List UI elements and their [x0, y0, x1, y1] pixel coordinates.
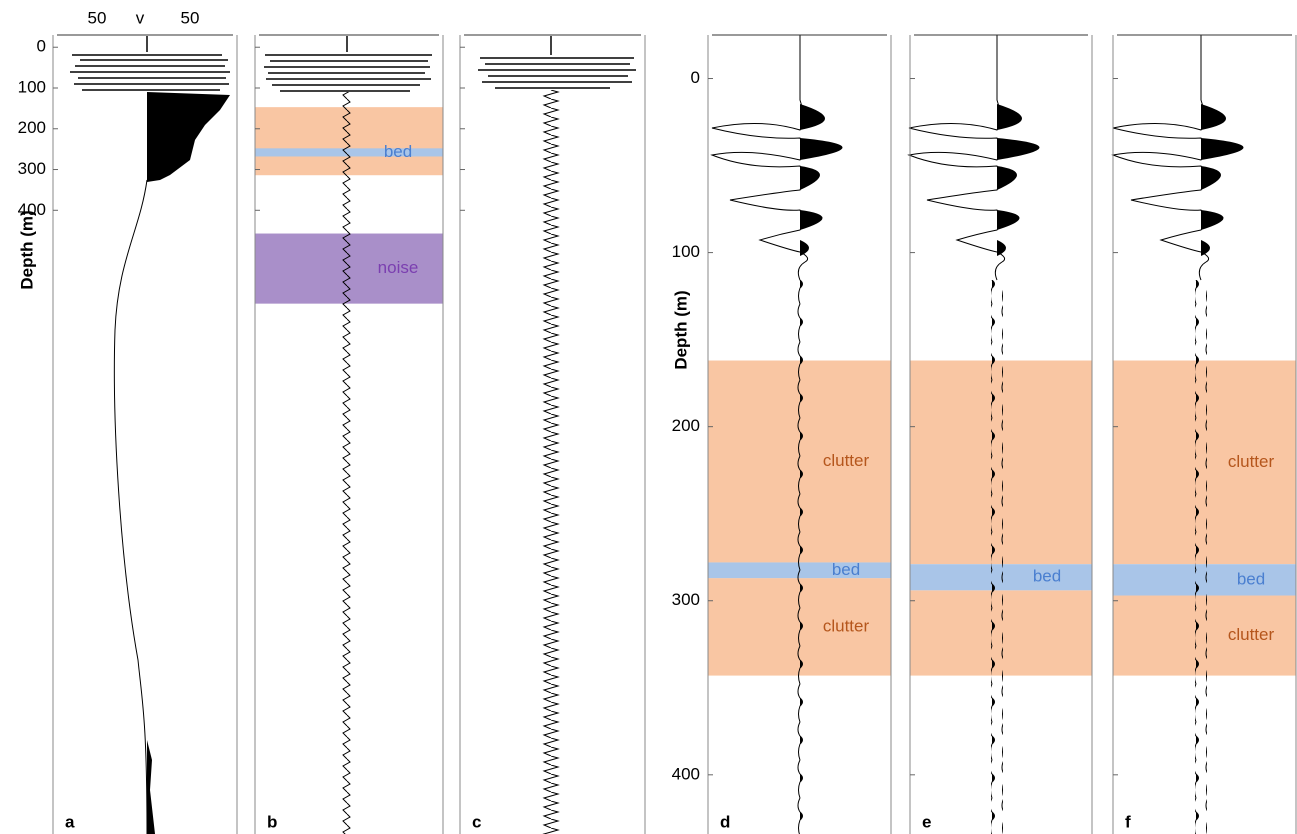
y-tick-label: 300 — [18, 159, 46, 178]
band-label: bed — [832, 560, 860, 579]
y-tick-label: 400 — [18, 200, 46, 219]
y-tick-label: 400 — [672, 764, 700, 783]
trace — [991, 280, 1003, 834]
top-label: v — [136, 8, 145, 27]
trace — [908, 34, 1040, 281]
trace — [711, 34, 843, 281]
traces — [70, 34, 1244, 834]
panel-label: f — [1125, 812, 1131, 831]
y-tick-label: 0 — [691, 68, 700, 87]
trace — [541, 90, 561, 834]
trace — [1112, 34, 1244, 281]
panel-label: e — [922, 812, 931, 831]
band-label: bed — [1033, 567, 1061, 586]
trace — [1195, 280, 1207, 834]
bands — [255, 107, 1296, 676]
top-label: 50 — [181, 8, 200, 27]
trace-fill — [147, 740, 155, 834]
trace — [478, 36, 636, 89]
top-label: 50 — [88, 8, 107, 27]
y-axis-label: Depth (m) — [17, 210, 36, 289]
panel-label: d — [720, 812, 730, 831]
trace-fill — [147, 92, 230, 182]
trace — [70, 36, 230, 91]
band-label: clutter — [823, 451, 870, 470]
band-label: clutter — [823, 616, 870, 635]
y-tick-label: 100 — [672, 242, 700, 261]
y-tick-label: 200 — [18, 118, 46, 137]
band-label: noise — [378, 258, 419, 277]
trace — [264, 36, 432, 92]
band-label: bed — [1237, 569, 1265, 588]
panel-label: c — [472, 812, 481, 831]
trace — [794, 280, 806, 834]
y-tick-label: 200 — [672, 416, 700, 435]
trace — [113, 179, 148, 834]
y-axis-label: Depth (m) — [671, 290, 690, 369]
trace — [341, 92, 353, 834]
y-tick-label: 100 — [18, 77, 46, 96]
band-label: bed — [384, 142, 412, 161]
y-tick-label: 0 — [37, 37, 46, 56]
band-label: clutter — [1228, 452, 1275, 471]
panel-label: b — [267, 812, 277, 831]
panel-label: a — [65, 812, 75, 831]
y-tick-label: 300 — [672, 590, 700, 609]
band-label: clutter — [1228, 625, 1275, 644]
